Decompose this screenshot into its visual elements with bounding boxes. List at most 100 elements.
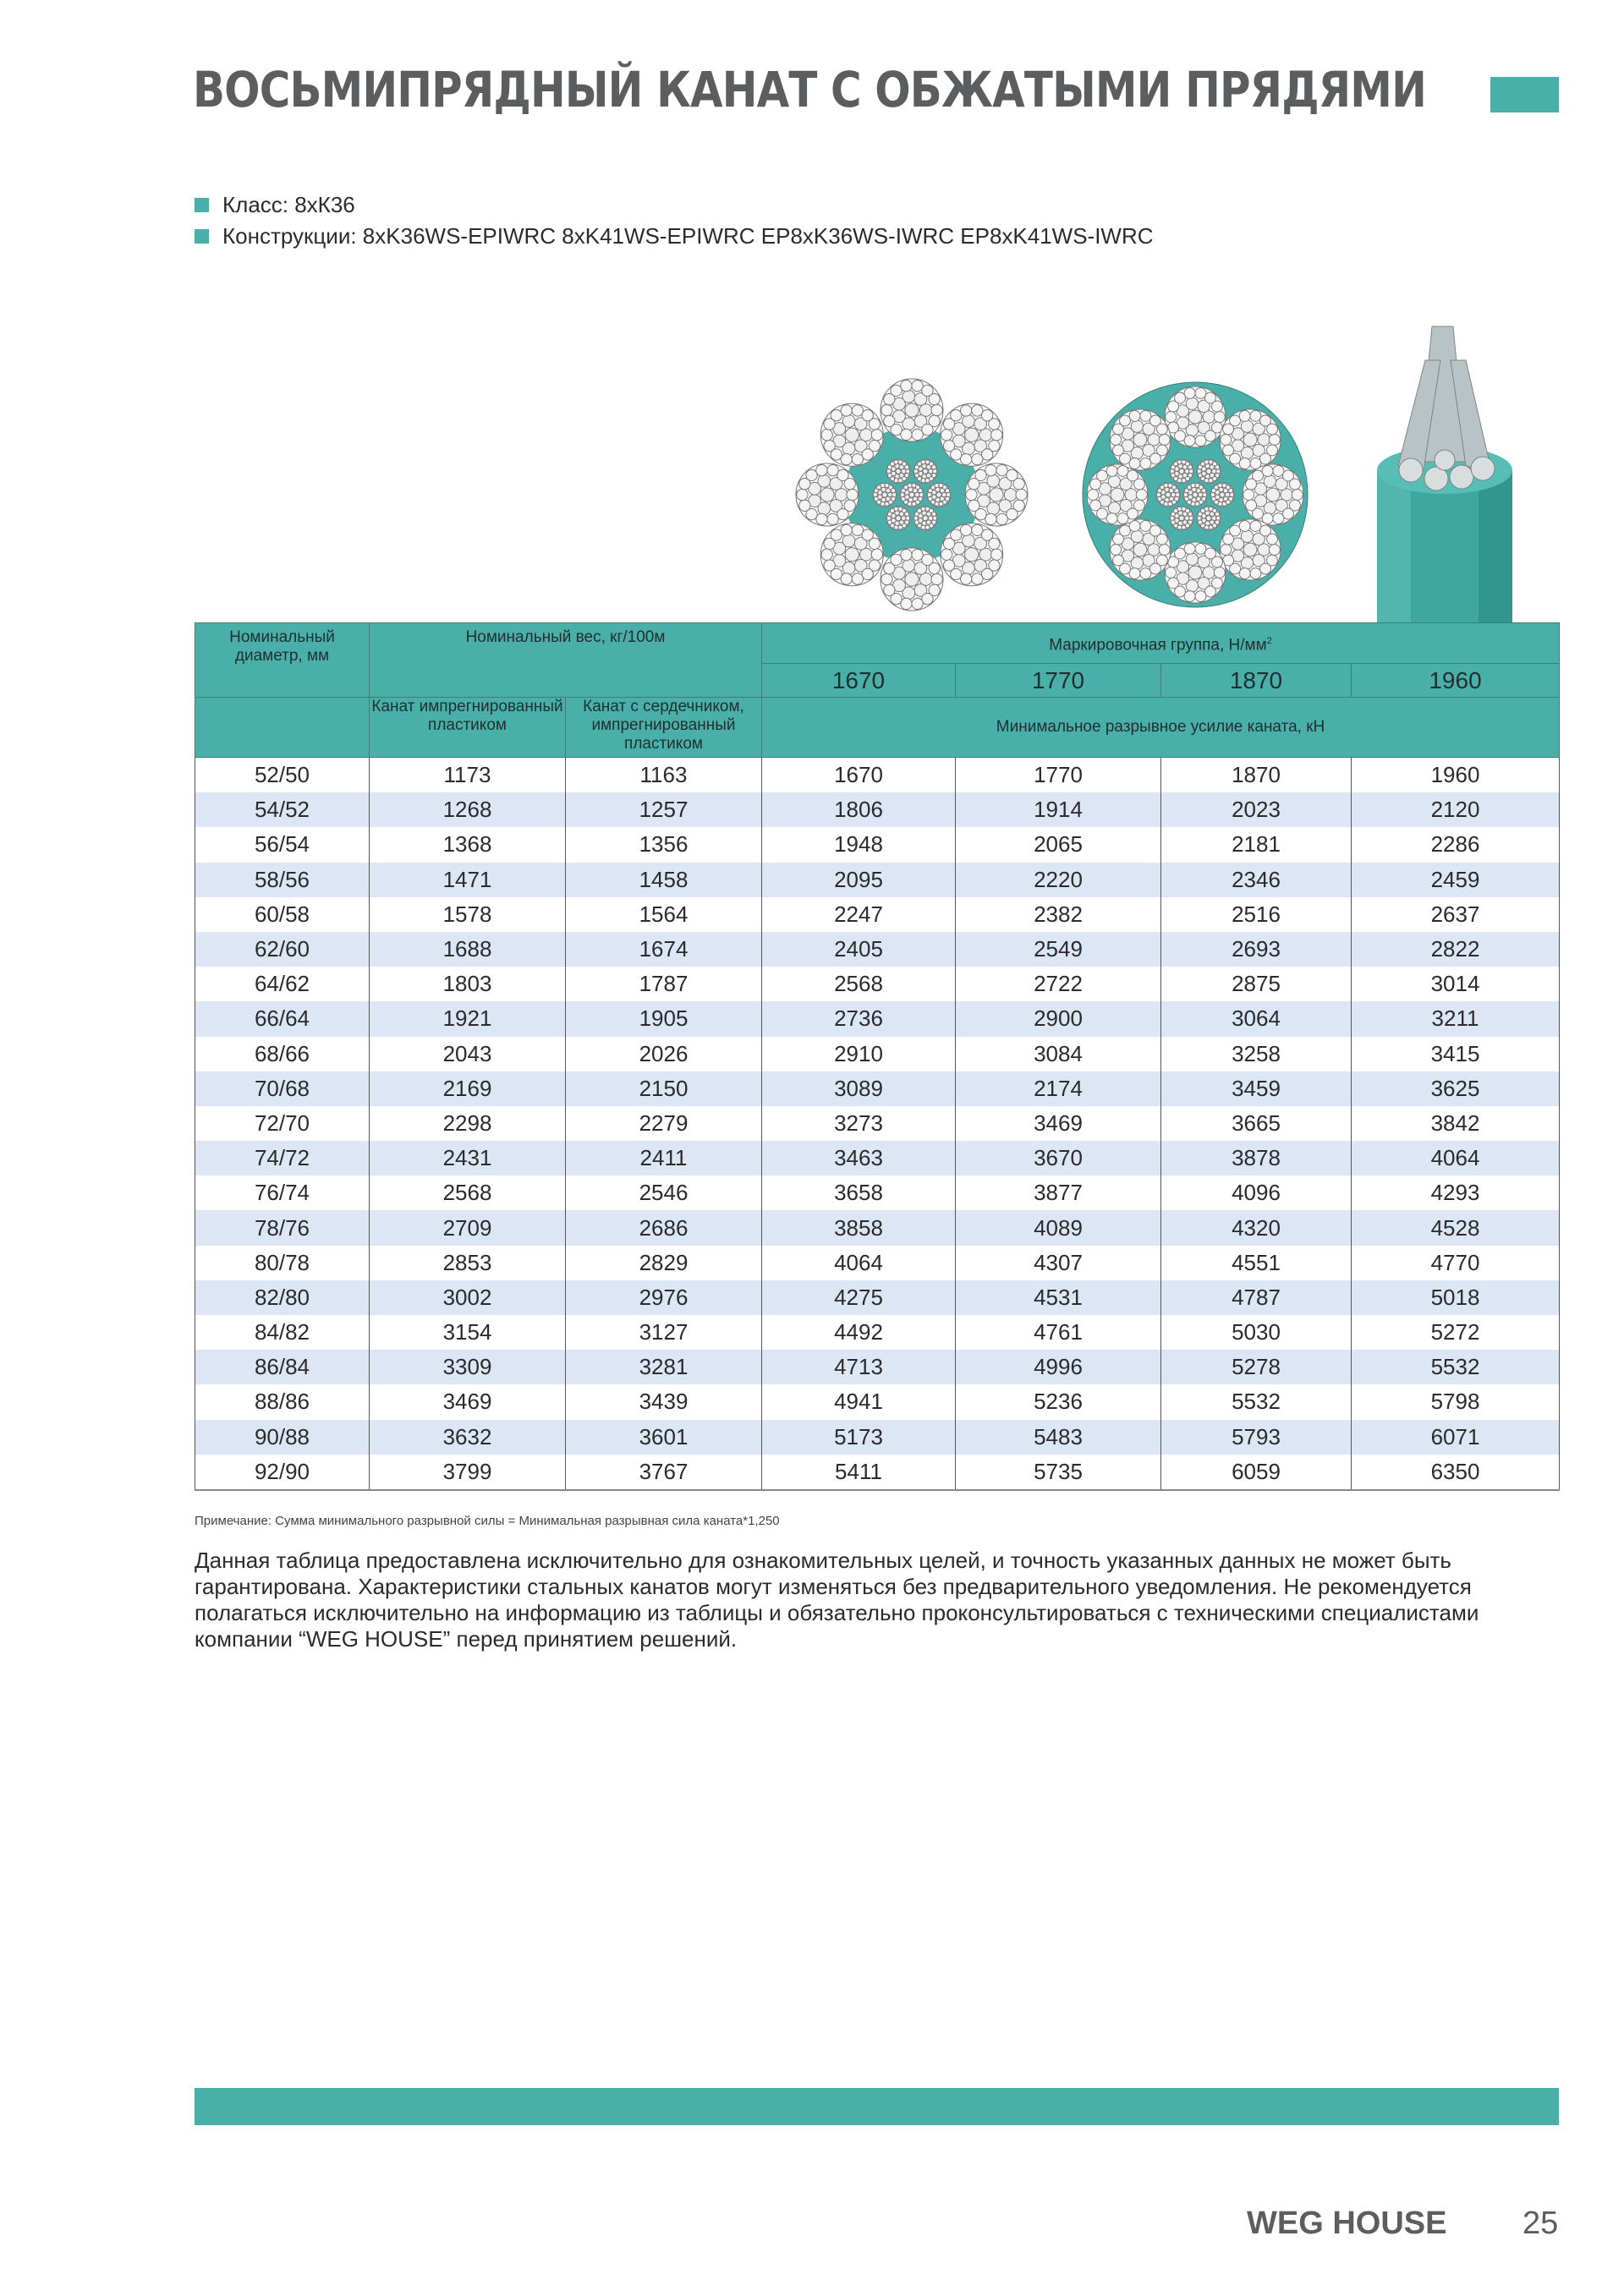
table-cell: 4528 bbox=[1350, 1210, 1561, 1246]
table-cell: 5793 bbox=[1160, 1419, 1352, 1455]
table-cell: 2568 bbox=[761, 967, 956, 1002]
table-cell: 3877 bbox=[955, 1175, 1161, 1211]
table-cell: 64/62 bbox=[195, 967, 370, 1002]
table-row: 54/52 1268 1257 1806 1914 2023 2120 bbox=[195, 792, 1561, 828]
table-cell: 5173 bbox=[761, 1419, 956, 1455]
table-cell: 4492 bbox=[761, 1315, 956, 1351]
table-cell: 1688 bbox=[369, 931, 566, 967]
table-cell: 3670 bbox=[955, 1141, 1161, 1176]
header-weight-core-impregnated: Канат с сердечником, импрегнированный пл… bbox=[565, 697, 762, 758]
table-row: 66/64 1921 1905 2736 2900 3064 3211 bbox=[195, 1001, 1561, 1037]
table-cell: 3089 bbox=[761, 1071, 956, 1106]
table-cell: 2546 bbox=[565, 1175, 762, 1211]
header-grade-unit-sup: 2 bbox=[1266, 635, 1272, 646]
table-row: 56/54 1368 1356 1948 2065 2181 2286 bbox=[195, 827, 1561, 863]
table-cell: 5272 bbox=[1350, 1315, 1561, 1351]
table-cell: 1268 bbox=[369, 792, 566, 828]
title-accent-block bbox=[1490, 77, 1559, 112]
header-grade-1960: 1960 bbox=[1350, 663, 1561, 698]
table-cell: 2220 bbox=[955, 862, 1161, 897]
table-cell: 4531 bbox=[955, 1280, 1161, 1315]
table-row: 78/76 2709 2686 3858 4089 4320 4528 bbox=[195, 1210, 1561, 1246]
table-cell: 2174 bbox=[955, 1071, 1161, 1106]
table-cell: 1356 bbox=[565, 827, 762, 863]
table-cell: 1914 bbox=[955, 792, 1161, 828]
table-cell: 2431 bbox=[369, 1141, 566, 1176]
table-cell: 5236 bbox=[955, 1384, 1161, 1420]
table-cell: 3273 bbox=[761, 1105, 956, 1142]
rope-cross-section-open-icon bbox=[795, 378, 1029, 611]
table-row: 74/72 2431 2411 3463 3670 3878 4064 bbox=[195, 1141, 1561, 1176]
table-cell: 2382 bbox=[955, 896, 1161, 932]
table-cell: 3154 bbox=[369, 1315, 566, 1351]
table-cell: 2568 bbox=[369, 1175, 566, 1211]
table-cell: 60/58 bbox=[195, 896, 370, 932]
table-cell: 4307 bbox=[955, 1245, 1161, 1280]
table-cell: 2686 bbox=[565, 1210, 762, 1246]
table-cell: 3084 bbox=[955, 1036, 1161, 1071]
table-cell: 3469 bbox=[955, 1105, 1161, 1142]
table-cell: 4761 bbox=[955, 1315, 1161, 1351]
footer-brand: WEG HOUSE bbox=[1247, 2206, 1447, 2241]
table-cell: 1458 bbox=[565, 862, 762, 897]
table-cell: 80/78 bbox=[195, 1245, 370, 1280]
table-cell: 1921 bbox=[369, 1001, 566, 1037]
table-cell: 3463 bbox=[761, 1141, 956, 1176]
table-cell: 56/54 bbox=[195, 827, 370, 863]
table-cell: 3658 bbox=[761, 1175, 956, 1211]
table-cell: 5483 bbox=[955, 1419, 1161, 1455]
table-row: 52/50 1173 1163 1670 1770 1870 1960 bbox=[195, 757, 1561, 793]
table-cell: 1905 bbox=[565, 1001, 762, 1037]
table-row: 82/80 3002 2976 4275 4531 4787 5018 bbox=[195, 1280, 1561, 1315]
table-row: 70/68 2169 2150 3089 2174 3459 3625 bbox=[195, 1071, 1561, 1106]
table-cell: 3632 bbox=[369, 1419, 566, 1455]
table-cell: 4275 bbox=[761, 1280, 956, 1315]
table-cell: 2829 bbox=[565, 1245, 762, 1280]
table-cell: 3415 bbox=[1350, 1036, 1561, 1071]
table-cell: 6059 bbox=[1160, 1454, 1352, 1491]
table-cell: 6350 bbox=[1350, 1454, 1561, 1491]
table-cell: 4713 bbox=[761, 1350, 956, 1385]
page-number: 25 bbox=[1522, 2206, 1559, 2241]
table-cell: 2279 bbox=[565, 1105, 762, 1142]
table-cell: 3309 bbox=[369, 1350, 566, 1385]
table-cell: 1948 bbox=[761, 827, 956, 863]
table-cell: 2150 bbox=[565, 1071, 762, 1106]
spec-class: Класс: 8хК36 bbox=[195, 189, 1154, 221]
table-cell: 2976 bbox=[565, 1280, 762, 1315]
table-cell: 3625 bbox=[1350, 1071, 1561, 1106]
table-cell: 2900 bbox=[955, 1001, 1161, 1037]
table-cell: 5532 bbox=[1160, 1384, 1352, 1420]
table-row: 62/60 1688 1674 2405 2549 2693 2822 bbox=[195, 931, 1561, 967]
header-grade-1870: 1870 bbox=[1160, 663, 1352, 698]
table-cell: 2023 bbox=[1160, 792, 1352, 828]
disclaimer-text: Данная таблица предоставлена исключитель… bbox=[195, 1548, 1479, 1652]
table-cell: 2346 bbox=[1160, 862, 1352, 897]
table-cell: 2822 bbox=[1350, 931, 1561, 967]
table-row: 80/78 2853 2829 4064 4307 4551 4770 bbox=[195, 1245, 1561, 1280]
header-weight: Номинальный вес, кг/100м bbox=[369, 622, 762, 698]
table-cell: 1471 bbox=[369, 862, 566, 897]
table-cell: 4551 bbox=[1160, 1245, 1352, 1280]
table-cell: 4064 bbox=[1350, 1141, 1561, 1176]
table-cell: 1806 bbox=[761, 792, 956, 828]
header-grade-group-text: Маркировочная группа, Н/мм bbox=[1049, 636, 1267, 655]
table-cell: 88/86 bbox=[195, 1384, 370, 1420]
table-cell: 5030 bbox=[1160, 1315, 1352, 1351]
table-row: 76/74 2568 2546 3658 3877 4096 4293 bbox=[195, 1175, 1561, 1211]
table-cell: 68/66 bbox=[195, 1036, 370, 1071]
table-cell: 3014 bbox=[1350, 967, 1561, 1002]
rope-cross-section-filled-icon bbox=[1082, 381, 1309, 608]
table-cell: 66/64 bbox=[195, 1001, 370, 1037]
table-cell: 1770 bbox=[955, 757, 1161, 793]
table-cell: 3459 bbox=[1160, 1071, 1352, 1106]
table-cell: 6071 bbox=[1350, 1419, 1561, 1455]
table-cell: 3211 bbox=[1350, 1001, 1561, 1037]
header-breaking-force: Минимальное разрывное усилие каната, кН bbox=[760, 697, 1561, 758]
table-cell: 62/60 bbox=[195, 931, 370, 967]
table-row: 90/88 3632 3601 5173 5483 5793 6071 bbox=[195, 1419, 1561, 1455]
table-cell: 2709 bbox=[369, 1210, 566, 1246]
table-cell: 1368 bbox=[369, 827, 566, 863]
table-cell: 1787 bbox=[565, 967, 762, 1002]
table-cell: 3064 bbox=[1160, 1001, 1352, 1037]
